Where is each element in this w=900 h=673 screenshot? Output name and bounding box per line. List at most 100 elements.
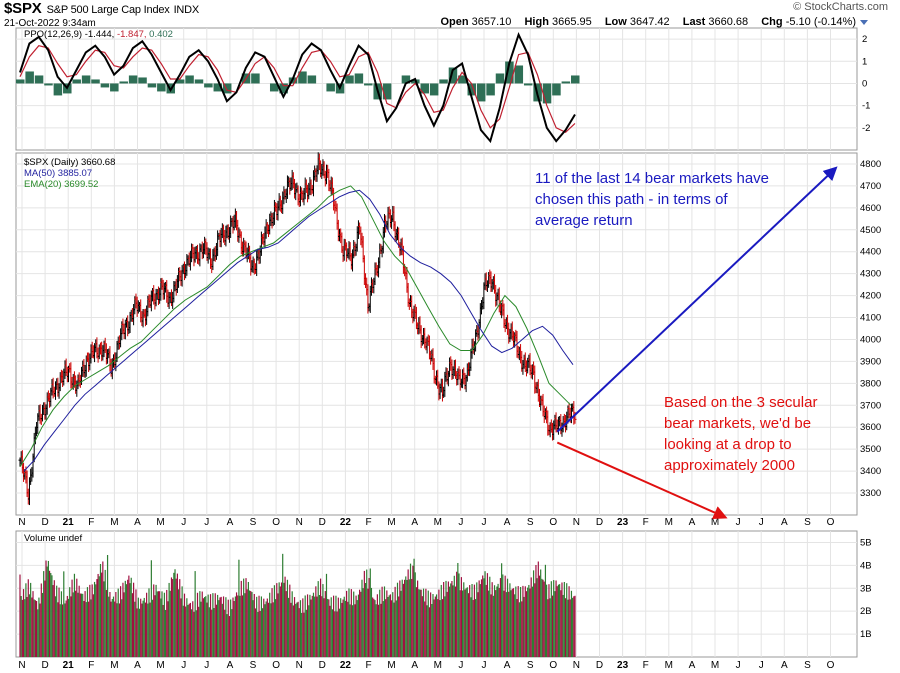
ppo-histogram-bar	[382, 83, 392, 100]
chg-value: -5.10 (-0.14%)	[785, 16, 856, 28]
x-tick-label: N	[573, 660, 580, 671]
ppo-legend: PPO(12,26,9) -1.444, -1.847, 0.402	[24, 29, 173, 40]
ppo-histogram-bar	[25, 71, 34, 84]
x-tick-label: N	[18, 660, 25, 671]
x-tick-label: J	[482, 660, 487, 671]
x-tick-label: J	[736, 517, 741, 528]
x-tick-label: 21	[63, 660, 75, 671]
x-tick-label: D	[596, 660, 603, 671]
ppo-histogram-bar	[495, 73, 505, 84]
x-tick-label: F	[88, 660, 94, 671]
x-tick-label: S	[527, 660, 534, 671]
price-tick-label: 3400	[860, 466, 881, 477]
ppo-tick-label: -2	[862, 123, 870, 134]
ppo-legend-v2: -1.847,	[116, 29, 147, 40]
ppo-histogram-bar	[213, 83, 223, 92]
ppo-histogram-bar	[561, 81, 571, 84]
down-triangle-icon[interactable]	[860, 20, 868, 25]
ppo-histogram-bar	[467, 83, 477, 96]
price-legend: $SPX (Daily) 3660.68 MA(50) 3885.07 EMA(…	[24, 157, 115, 190]
price-tick-label: 3800	[860, 378, 881, 389]
low-value: 3647.42	[629, 16, 670, 28]
x-tick-label: O	[272, 660, 280, 671]
price-tick-label: 3500	[860, 444, 881, 455]
price-tick-label: 4800	[860, 159, 881, 170]
price-tick-label: 4000	[860, 334, 881, 345]
ppo-histogram-bar	[505, 61, 514, 84]
x-tick-label: S	[804, 660, 811, 671]
volume-legend: Volume undef	[24, 533, 83, 544]
x-tick-label: M	[434, 660, 442, 671]
x-tick-label: J	[458, 660, 463, 671]
x-tick-label: F	[643, 517, 649, 528]
bear-annotation: Based on the 3 secular bear markets, we'…	[664, 394, 818, 474]
ppo-histogram-bar	[147, 83, 157, 88]
x-tick-label: F	[365, 517, 371, 528]
exchange: INDX	[173, 4, 200, 16]
x-tick-label: S	[250, 660, 257, 671]
x-tick-label: M	[665, 517, 673, 528]
x-tick-label: D	[596, 517, 603, 528]
ppo-tick-label: 1	[862, 56, 867, 67]
ppo-histogram-bar	[72, 79, 81, 84]
ppo-histogram-bar	[429, 83, 439, 96]
open-label: Open	[440, 16, 469, 28]
x-tick-label: 22	[340, 517, 352, 528]
x-tick-label: A	[504, 517, 511, 528]
last-value: 3660.68	[708, 16, 749, 28]
x-tick-label: F	[88, 517, 94, 528]
price-tick-label: 4200	[860, 291, 881, 302]
ppo-histogram-bar	[110, 83, 119, 92]
price-tick-label: 4700	[860, 181, 881, 192]
price-tick-label: 3300	[860, 488, 881, 499]
x-tick-label: N	[296, 517, 303, 528]
ppo-histogram-bar	[439, 79, 448, 84]
ppo-histogram-bar	[128, 75, 138, 84]
ppo-legend-v1: -1.444,	[84, 29, 115, 40]
ppo-histogram-bar	[486, 83, 495, 96]
x-tick-label: A	[689, 517, 696, 528]
x-tick-label: J	[736, 660, 741, 671]
ma50-line	[23, 189, 574, 472]
ppo-histogram-bar	[157, 83, 166, 92]
x-tick-label: J	[181, 660, 186, 671]
ppo-histogram-bar	[552, 83, 561, 96]
bull-projection-arrow	[556, 166, 838, 433]
x-tick-label: J	[181, 517, 186, 528]
ppo-histogram-bar	[401, 75, 411, 84]
ppo-histogram-bar	[523, 83, 533, 86]
ema20-legend: EMA(20) 3699.52	[24, 179, 99, 190]
x-tick-label: J	[204, 517, 209, 528]
x-tick-label: N	[296, 660, 303, 671]
symbol-name: S&P 500 Large Cap Index	[46, 4, 170, 16]
timestamp: 21-Oct-2022 9:34am	[4, 18, 96, 29]
ppo-histogram-bar	[222, 83, 232, 94]
ppo-histogram-bar	[326, 83, 335, 92]
ma50-legend: MA(50) 3885.07	[24, 168, 93, 179]
brand-credit[interactable]: © StockCharts.com	[793, 1, 888, 13]
x-tick-label: M	[434, 517, 442, 528]
ppo-histogram-bar	[251, 73, 260, 84]
ppo-histogram-bar	[34, 75, 44, 84]
ppo-legend-v3: 0.402	[149, 29, 173, 40]
ppo-histogram-bar	[53, 83, 63, 96]
volume-tick-label: 3B	[860, 583, 872, 594]
x-tick-label: S	[527, 517, 534, 528]
quote-bar: Open 3657.10 High 3665.95 Low 3647.42 La…	[440, 16, 868, 28]
x-tick-label: J	[482, 517, 487, 528]
ppo-line	[19, 31, 576, 144]
x-tick-label: M	[110, 660, 118, 671]
price-tick-label: 4100	[860, 313, 881, 324]
ppo-histogram-bar	[420, 83, 429, 94]
x-tick-label: J	[204, 660, 209, 671]
ppo-histogram-bar	[458, 75, 467, 84]
x-tick-label: S	[804, 517, 811, 528]
ppo-histogram-bar	[542, 83, 552, 104]
ema20-line	[19, 185, 572, 467]
ppo-signal-line	[19, 45, 576, 134]
ppo-histogram-bar	[16, 79, 25, 84]
x-tick-label: A	[411, 660, 418, 671]
ppo-histogram-bar	[81, 75, 91, 84]
x-tick-label: S	[250, 517, 257, 528]
